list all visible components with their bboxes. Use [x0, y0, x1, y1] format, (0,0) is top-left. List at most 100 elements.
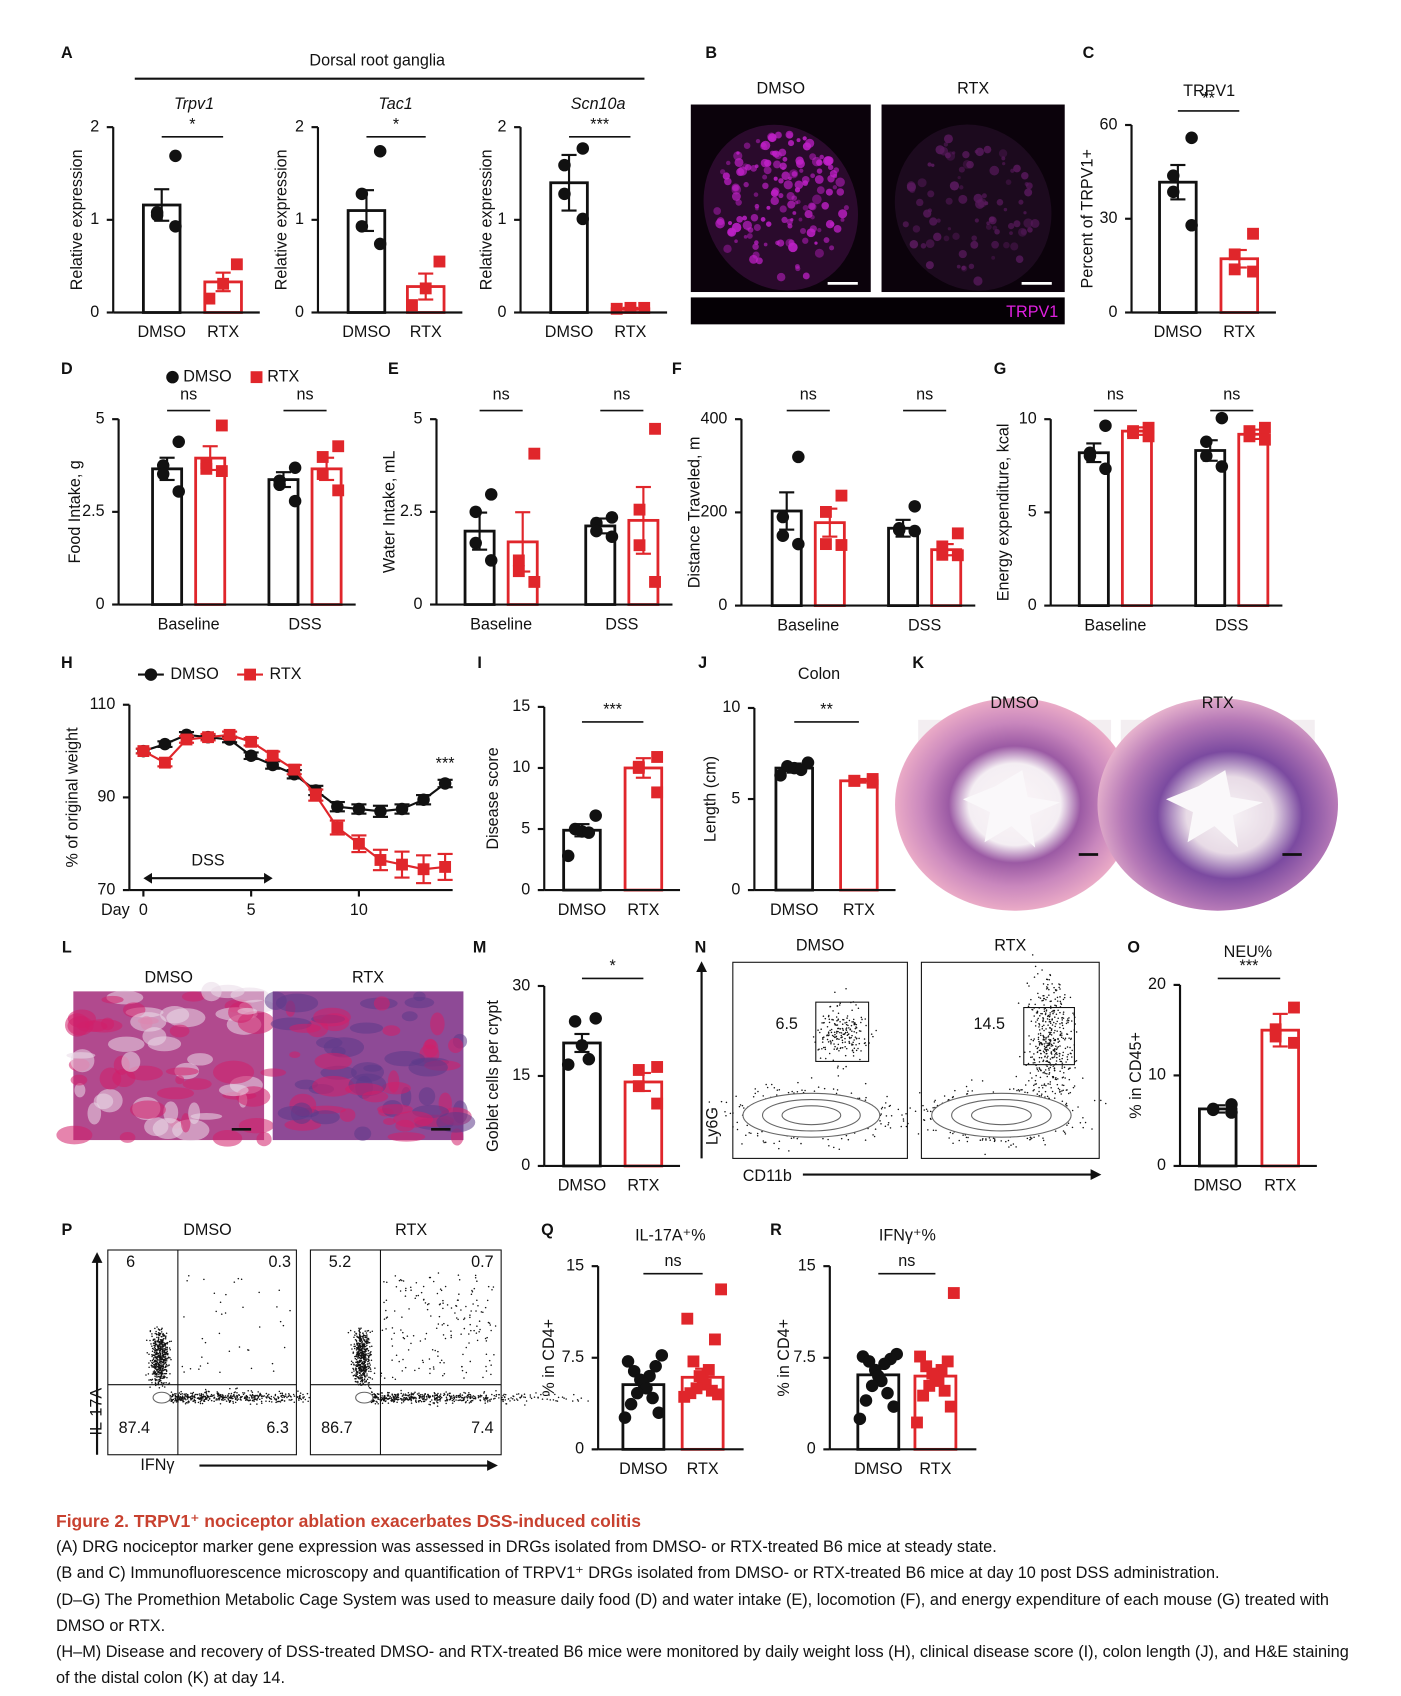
event [407, 1392, 410, 1394]
event [824, 1048, 827, 1051]
event [151, 1373, 154, 1375]
event [1047, 1014, 1050, 1017]
cell [802, 136, 807, 141]
event [822, 1038, 824, 1040]
data-point [605, 511, 619, 524]
event [399, 1290, 402, 1292]
event [1061, 1067, 1063, 1069]
event [414, 1391, 416, 1394]
event [385, 1400, 387, 1402]
cell [731, 184, 742, 195]
event [858, 1097, 861, 1100]
event [377, 1396, 379, 1399]
event [367, 1337, 370, 1340]
event [160, 1381, 163, 1384]
event [363, 1334, 366, 1337]
y-tick-label: 1 [295, 210, 304, 228]
event [149, 1386, 151, 1388]
event [889, 1127, 892, 1129]
event [158, 1347, 160, 1350]
y-tick-label: 2.5 [400, 502, 422, 520]
cell [1027, 227, 1033, 233]
event [836, 1089, 839, 1091]
event [365, 1340, 368, 1343]
tissue-fold [237, 1011, 275, 1034]
event [434, 1394, 436, 1397]
event [369, 1351, 371, 1354]
event [298, 1399, 300, 1401]
event [860, 1016, 863, 1019]
event [352, 1361, 354, 1364]
event [1064, 1039, 1066, 1041]
event [467, 1394, 470, 1396]
event [439, 1397, 442, 1400]
event [1031, 1008, 1033, 1011]
event [424, 1338, 427, 1340]
cell [750, 213, 759, 222]
gate [1023, 1007, 1075, 1066]
cell [788, 239, 795, 246]
event [364, 1364, 367, 1367]
event [173, 1393, 176, 1395]
event [355, 1332, 357, 1335]
event [385, 1328, 387, 1330]
cell [816, 186, 825, 195]
event [465, 1371, 468, 1374]
event [851, 1021, 853, 1023]
event [796, 1137, 799, 1140]
event [381, 1392, 383, 1394]
event [1053, 1032, 1055, 1034]
event [1041, 1025, 1044, 1028]
event [419, 1340, 422, 1342]
event [494, 1325, 497, 1327]
event [852, 1043, 854, 1046]
event [841, 1041, 844, 1044]
event [235, 1398, 237, 1401]
cell [792, 211, 797, 215]
event [1052, 1065, 1055, 1067]
event [215, 1310, 217, 1313]
cell [776, 272, 786, 282]
event [1038, 1024, 1041, 1026]
event [393, 1332, 395, 1335]
event [1050, 1034, 1053, 1036]
event [1064, 1047, 1067, 1050]
event [754, 1088, 757, 1090]
event [1055, 1077, 1057, 1079]
tissue-fold [121, 1051, 141, 1072]
event [363, 1381, 366, 1383]
event [979, 1139, 982, 1141]
event [797, 1081, 799, 1084]
event [248, 1399, 251, 1401]
event [253, 1396, 256, 1398]
significance: ns [613, 386, 630, 404]
event [1041, 1012, 1043, 1015]
cell [838, 209, 848, 219]
lumen [1166, 770, 1263, 848]
event [366, 1375, 368, 1377]
event [284, 1395, 287, 1397]
event [487, 1321, 490, 1324]
event [851, 1030, 853, 1032]
event [464, 1392, 467, 1394]
event [362, 1374, 364, 1376]
event [922, 1104, 924, 1107]
event [395, 1354, 398, 1357]
event [455, 1396, 458, 1399]
event [1033, 1089, 1035, 1091]
event [170, 1340, 172, 1342]
event [1041, 1084, 1043, 1087]
event [833, 1035, 835, 1038]
cell [786, 218, 793, 226]
event [281, 1392, 283, 1394]
cell [975, 147, 984, 157]
event [476, 1325, 478, 1327]
event [1056, 996, 1059, 999]
event [367, 1367, 370, 1369]
event [159, 1333, 161, 1336]
event [161, 1364, 163, 1366]
event [453, 1400, 456, 1403]
event [278, 1400, 280, 1403]
cell [816, 168, 823, 174]
event [151, 1347, 154, 1350]
